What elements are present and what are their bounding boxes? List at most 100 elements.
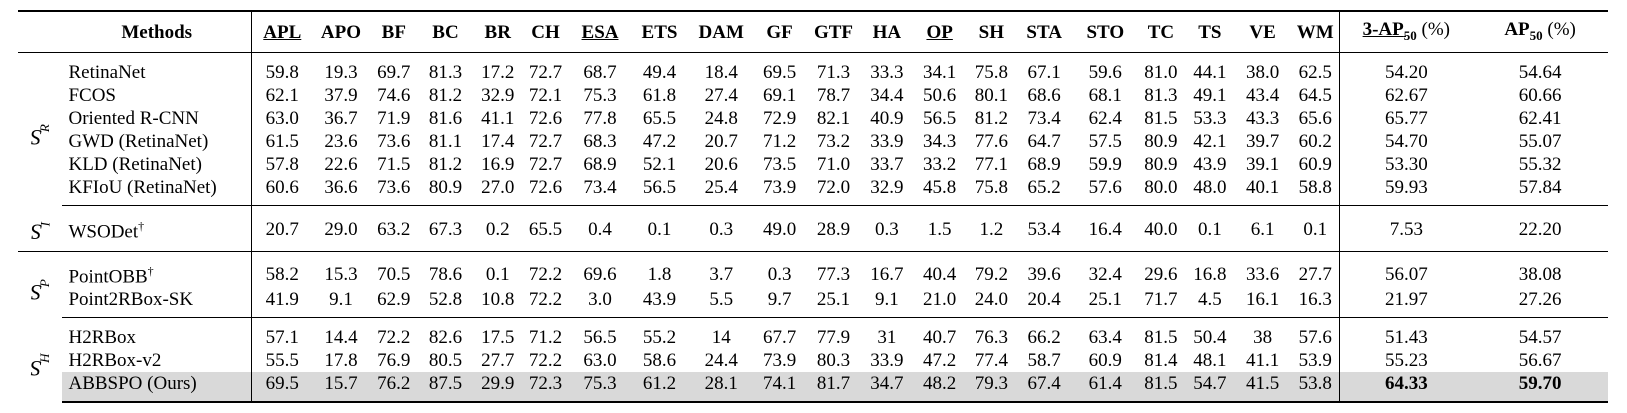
header-class-esa: ESA — [568, 10, 632, 53]
method-cell: KLD (RetinaNet) — [62, 153, 251, 176]
ap-cell-bf: 72.2 — [377, 327, 411, 349]
ap-cell-ha: 16.7 — [870, 263, 904, 285]
ap-cell-apo: 22.6 — [324, 154, 358, 175]
results-table-container: Methods APL APO BF BC BR CH ESA ETS DAM … — [18, 10, 1608, 404]
ap-cell-dam: 14 — [711, 327, 731, 349]
ap-cell-ets: 43.9 — [631, 288, 688, 319]
ap-cell-tc: 81.5 — [1136, 372, 1186, 404]
ap-cell-bc: 78.6 — [428, 263, 463, 285]
ap-cell-ts: 42.1 — [1193, 131, 1227, 152]
ap-cell-ets: 58.6 — [642, 350, 677, 372]
ap-cell-gf: 67.7 — [762, 327, 797, 349]
method-name: PointOBB — [68, 266, 148, 288]
method-cell: PointOBB† — [62, 251, 251, 288]
ap-cell-ch: 72.2 — [528, 263, 563, 285]
method-cell: ABBSPO (Ours) — [62, 372, 252, 404]
header-ap50-unit: (%) — [1547, 18, 1576, 40]
ap-cell-bf: 71.5 — [377, 154, 411, 175]
ap50-cell: 55.32 — [1518, 154, 1562, 175]
ap-cell-sh: 24.0 — [968, 288, 1015, 319]
ap-cell-gf: 73.9 — [755, 176, 805, 206]
ap-cell-tc: 29.6 — [1144, 263, 1178, 285]
header-3ap50-sub: 50 — [1403, 27, 1417, 43]
ap-cell-esa: 63.0 — [583, 350, 617, 372]
header-class-sto: STO — [1074, 10, 1137, 53]
table-row: KLD (RetinaNet) 57.8 22.6 71.5 81.2 16.9 72.7 6… — [18, 153, 1608, 176]
ap-cell-ve: 41.1 — [1246, 350, 1280, 372]
ap3-cell: 62.67 — [1339, 84, 1473, 107]
ap-cell-tc: 40.0 — [1136, 205, 1186, 252]
ap-cell-sh: 1.2 — [968, 205, 1015, 252]
ap-cell-ch: 65.5 — [522, 205, 569, 252]
ap-cell-br: 0.2 — [472, 205, 523, 252]
ap-cell-bc: 81.6 — [428, 108, 463, 129]
ap-cell-sta: 68.6 — [1027, 85, 1061, 106]
method-cell: RetinaNet — [62, 53, 251, 85]
header-class-apl: APL — [250, 10, 313, 53]
ap-cell-ts: 54.7 — [1185, 372, 1235, 404]
ap-cell-ts: 48.1 — [1193, 350, 1227, 372]
ap50-cell: 54.57 — [1518, 327, 1562, 349]
ap-cell-tc: 80.9 — [1144, 131, 1178, 152]
ap-cell-esa: 75.3 — [583, 85, 617, 106]
ap-cell-sta: 73.4 — [1027, 108, 1061, 129]
header-class-tc: TC — [1136, 10, 1186, 53]
ap-cell-sto: 16.4 — [1074, 205, 1137, 252]
ap-cell-apl: 63.0 — [250, 107, 313, 130]
ap-cell-dam: 24.8 — [704, 108, 738, 129]
ap-cell-sh: 79.2 — [974, 263, 1008, 285]
ap-cell-bc: 81.2 — [428, 154, 463, 175]
table-row: Point2RBox-SK 41.9 9.1 62.9 52.8 10.8 72.2 3.0 4… — [18, 288, 1608, 319]
method-name: H2RBox-v2 — [68, 350, 162, 372]
ap-cell-ve: 16.1 — [1234, 288, 1291, 319]
ap-cell-ets: 52.1 — [642, 154, 677, 175]
ap-cell-ha: 34.7 — [862, 372, 911, 404]
ap-cell-sta: 65.2 — [1014, 176, 1075, 206]
ap-cell-dam: 28.1 — [687, 372, 756, 404]
table-row: SH H2RBox 57.1 14.4 72.2 82.6 17.5 71.2 56.5 55.2… — [18, 317, 1608, 381]
header-ap50-sub: 50 — [1529, 27, 1543, 43]
ap-cell-apo: 15.7 — [312, 372, 370, 404]
ap-cell-sta: 64.7 — [1027, 131, 1061, 152]
ap-cell-gf: 69.1 — [762, 85, 797, 106]
ap-cell-op: 33.2 — [923, 154, 957, 175]
ap3-cell: 54.70 — [1339, 130, 1473, 153]
ap-cell-sh: 80.1 — [974, 85, 1008, 106]
ap-cell-apo: 23.6 — [324, 131, 358, 152]
ap-cell-apo: 29.0 — [312, 205, 370, 252]
method-name: Oriented R-CNN — [68, 108, 199, 129]
ap-cell-ets: 0.1 — [631, 205, 688, 252]
ap-cell-bc: 87.5 — [418, 372, 473, 404]
ap-cell-ts: 0.1 — [1185, 205, 1235, 252]
ap-cell-gf: 49.0 — [755, 205, 805, 252]
ap-cell-apl: 41.9 — [250, 288, 313, 319]
ap-cell-op: 21.0 — [910, 288, 969, 319]
ap-cell-ha: 33.3 — [870, 62, 904, 83]
ap-cell-ha: 33.9 — [870, 131, 904, 152]
ap-cell-dam: 20.6 — [704, 154, 738, 175]
ap-cell-op: 34.1 — [923, 62, 957, 83]
ap-cell-apo: 17.8 — [324, 350, 358, 372]
table-row: GWD (RetinaNet) 61.5 23.6 73.6 81.1 17.4 72.7 6… — [18, 130, 1608, 153]
ap3-cell: 56.07 — [1339, 251, 1473, 289]
method-cell: H2RBox — [62, 318, 251, 350]
group-label-text: SH — [25, 354, 56, 381]
ap-cell-esa: 68.9 — [583, 154, 617, 175]
table-row: SI WSODet† 20.7 29.0 63.2 67.3 0.2 65.5 0.4 0.1 0.… — [18, 205, 1608, 252]
ap3-cell: 64.33 — [1339, 372, 1473, 404]
ap-cell-wm: 27.7 — [1298, 263, 1332, 285]
ap-cell-ch: 72.6 — [522, 176, 569, 206]
header-3ap50-unit: (%) — [1421, 18, 1450, 40]
group-label: SP — [18, 251, 62, 317]
method-cell: Oriented R-CNN — [62, 107, 251, 130]
ap-cell-apl: 57.1 — [250, 317, 313, 350]
ap-cell-gtf: 77.3 — [816, 263, 851, 285]
header-class-ets: ETS — [631, 10, 688, 53]
ap-cell-ts: 50.4 — [1193, 327, 1227, 349]
ap-cell-dam: 24.4 — [704, 350, 738, 372]
ap-cell-tc: 81.5 — [1144, 327, 1178, 349]
group-label: SH — [18, 318, 62, 403]
ap-cell-op: 40.4 — [923, 263, 957, 285]
ap-cell-op: 1.5 — [910, 205, 969, 252]
ap-cell-ts: 48.0 — [1185, 176, 1235, 206]
